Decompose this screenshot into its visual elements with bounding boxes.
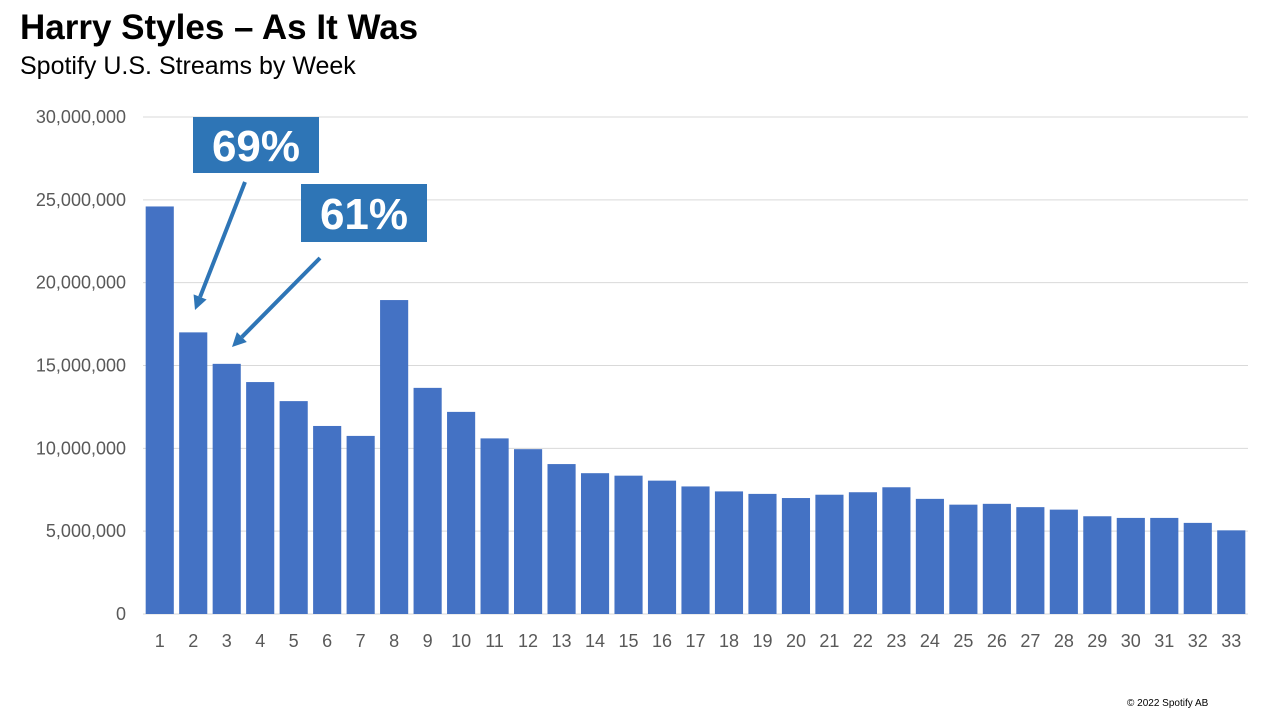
x-tick-label: 11 [485,631,504,651]
bar [614,475,643,614]
x-tick-label: 27 [1020,631,1040,651]
y-tick-label: 15,000,000 [36,356,126,376]
bar [313,425,342,614]
bar [1183,522,1212,614]
x-tick-label: 20 [786,631,806,651]
bar [681,486,710,614]
x-tick-label: 14 [585,631,605,651]
x-tick-label: 21 [819,631,839,651]
bar [1217,530,1246,614]
bar [714,491,744,614]
x-tick-label: 33 [1221,631,1241,651]
y-tick-label: 25,000,000 [36,190,126,210]
bar [1083,516,1112,614]
bar [580,473,610,614]
chart-title: Harry Styles – As It Was [20,8,419,47]
x-tick-label: 25 [953,631,973,651]
bar [647,480,677,614]
bar [1049,509,1078,614]
x-tick-label: 29 [1087,631,1107,651]
x-tick-label: 13 [552,631,572,651]
bar [815,494,844,614]
x-tick-label: 10 [451,631,471,651]
chart-subtitle: Spotify U.S. Streams by Week [20,52,356,80]
y-tick-label: 30,000,000 [36,107,126,127]
annotation-box [193,117,319,173]
bar [748,493,777,614]
bar [346,435,375,614]
x-tick-label: 16 [652,631,672,651]
bar [447,411,476,614]
copyright-text: © 2022 Spotify AB [1127,698,1209,709]
x-tick-label: 4 [255,631,265,651]
x-tick-label: 30 [1121,631,1141,651]
y-tick-label: 10,000,000 [36,438,126,458]
arrowhead-icon [193,294,207,310]
x-tick-label: 8 [389,631,399,651]
y-tick-label: 20,000,000 [36,273,126,293]
x-tick-label: 2 [188,631,198,651]
bar [882,487,911,614]
y-tick-label: 5,000,000 [46,521,126,541]
x-tick-label: 1 [155,631,165,651]
x-tick-label: 31 [1154,631,1174,651]
annotation-arrow [198,181,247,298]
bar [949,504,978,614]
bar [915,498,944,614]
annotation-arrow [240,256,322,339]
x-tick-label: 22 [853,631,873,651]
x-tick-label: 12 [518,631,538,651]
bar [848,492,877,614]
bar [145,206,174,614]
x-tick-label: 3 [222,631,232,651]
bar [212,363,241,614]
bar [547,464,576,614]
x-tick-label: 23 [886,631,906,651]
bar [781,498,811,614]
bar [413,387,442,614]
y-tick-label: 0 [116,604,126,624]
x-tick-label: 15 [619,631,639,651]
bar [179,332,208,614]
bar [480,438,509,614]
bar [514,449,543,614]
bar [246,382,275,614]
x-tick-label: 26 [987,631,1007,651]
x-tick-label: 7 [356,631,366,651]
bar [279,401,308,614]
x-tick-label: 17 [685,631,705,651]
x-tick-label: 24 [920,631,940,651]
bar [380,300,409,614]
bar [1116,517,1145,614]
x-tick-label: 5 [289,631,299,651]
bar [982,503,1011,614]
bar [1016,507,1045,614]
bar [1150,517,1179,614]
x-tick-label: 18 [719,631,739,651]
x-tick-label: 28 [1054,631,1074,651]
x-tick-label: 32 [1188,631,1208,651]
arrowhead-icon [232,332,247,347]
annotation-label: 69% [212,122,300,171]
x-tick-label: 6 [322,631,332,651]
annotation-label: 61% [320,190,408,239]
x-tick-label: 9 [423,631,433,651]
x-tick-label: 19 [752,631,772,651]
annotation-box [301,184,427,242]
